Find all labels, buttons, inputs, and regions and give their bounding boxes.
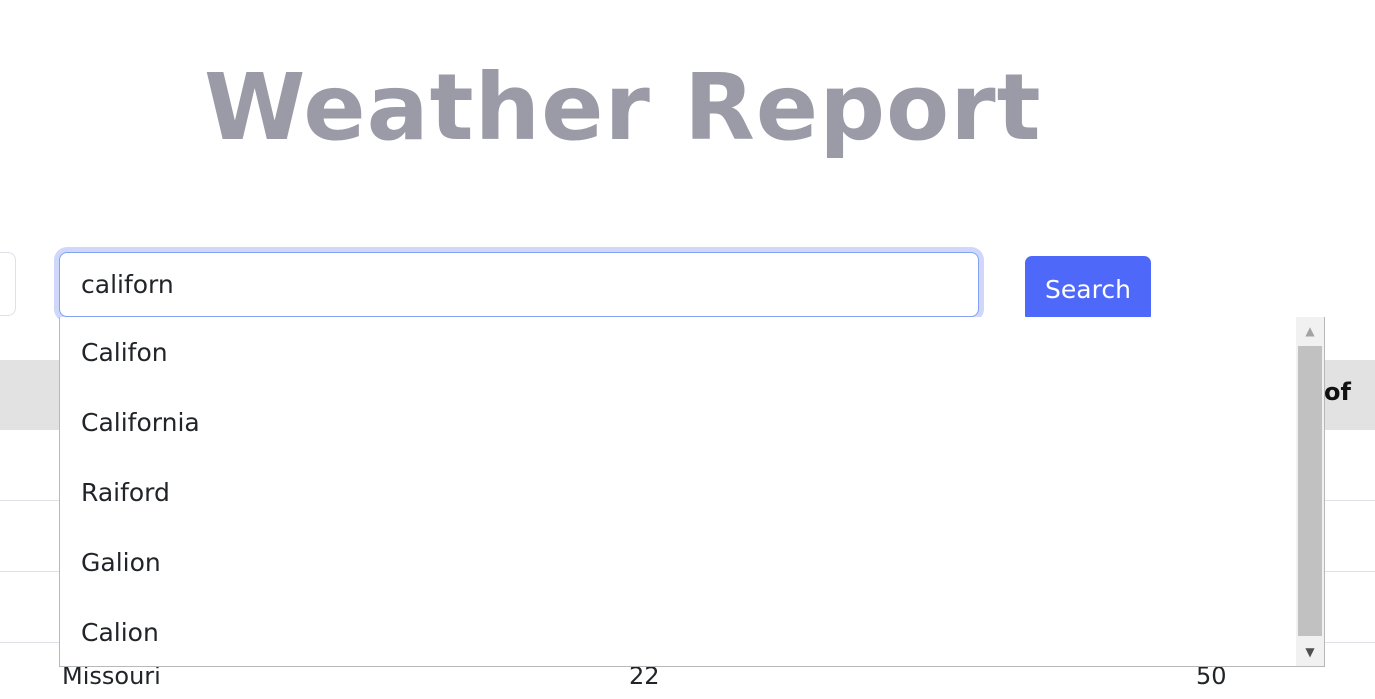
- autocomplete-list: Califon California Raiford Galion Calion: [60, 317, 1297, 666]
- dropdown-scrollbar[interactable]: ▲ ▼: [1296, 317, 1324, 666]
- autocomplete-option[interactable]: Califon: [81, 338, 168, 367]
- search-button[interactable]: Search: [1025, 256, 1151, 322]
- scroll-up-arrow-icon[interactable]: ▲: [1305, 324, 1315, 338]
- scroll-thumb[interactable]: [1298, 346, 1322, 636]
- autocomplete-dropdown: Califon California Raiford Galion Calion…: [59, 317, 1325, 667]
- autocomplete-option[interactable]: Galion: [81, 548, 161, 577]
- autocomplete-option[interactable]: Raiford: [81, 478, 170, 507]
- table-row: Missouri 22 50: [0, 662, 1375, 699]
- left-select-partial[interactable]: [0, 252, 16, 316]
- scroll-down-arrow-icon[interactable]: ▼: [1305, 645, 1315, 659]
- search-input[interactable]: [59, 252, 979, 317]
- autocomplete-option[interactable]: Calion: [81, 618, 159, 647]
- page-title: Weather Report: [204, 54, 1042, 161]
- autocomplete-option[interactable]: California: [81, 408, 200, 437]
